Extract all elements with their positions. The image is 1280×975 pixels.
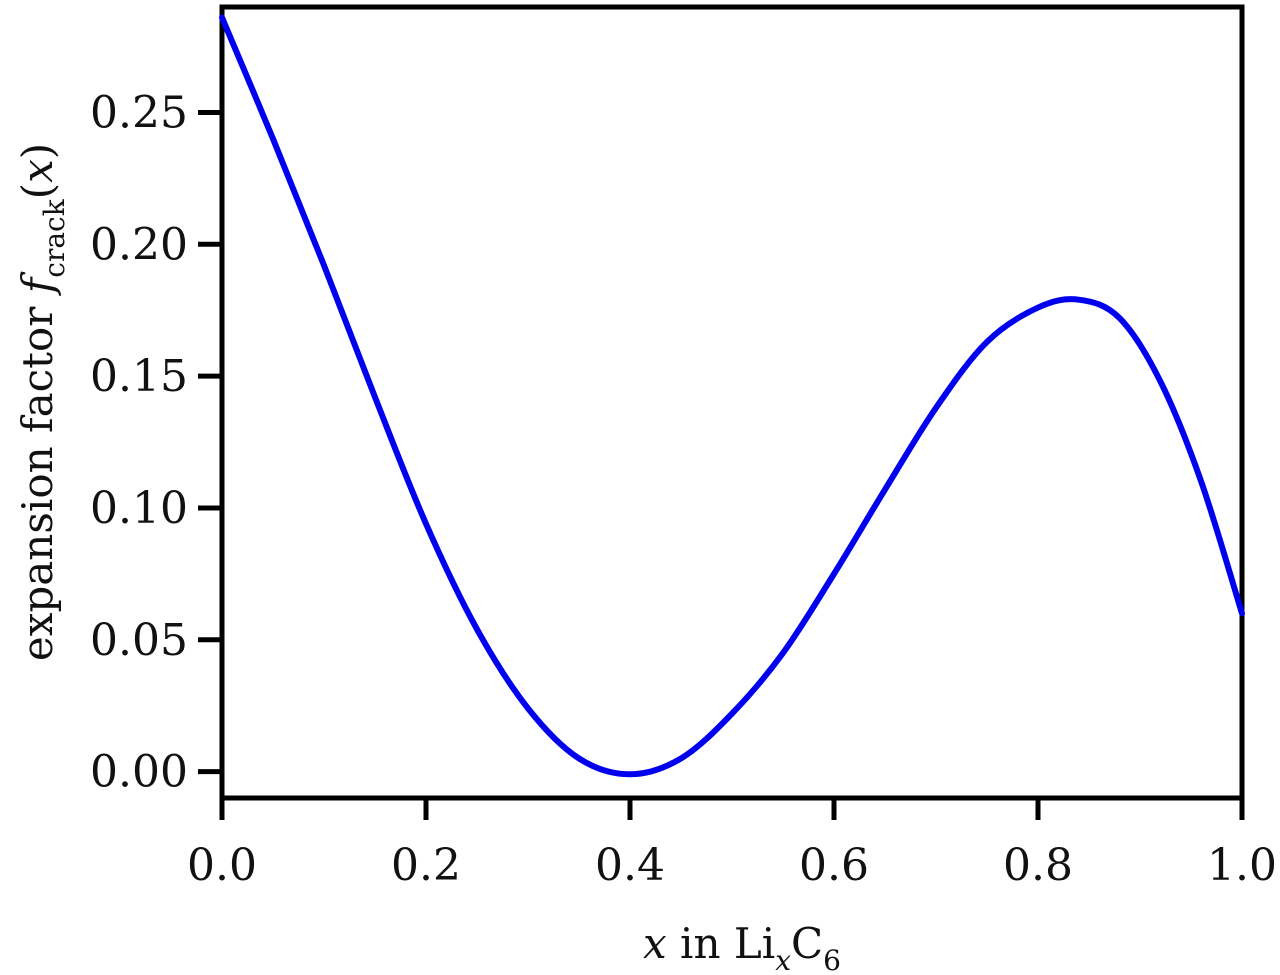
y-axis-ticks: 0.00 0.05 0.10 0.15 0.20 0.25 bbox=[90, 87, 222, 798]
y-axis-label: expansion factor fcrack(x) bbox=[13, 143, 71, 661]
y-tick-label: 0.10 bbox=[90, 483, 188, 534]
x-axis-ticks: 0.0 0.2 0.4 0.6 0.8 1.0 bbox=[187, 798, 1277, 891]
x-tick-label: 0.2 bbox=[391, 840, 461, 891]
x-tick-label: 0.8 bbox=[1003, 840, 1073, 891]
series-line bbox=[219, 14, 1245, 778]
y-tick-label: 0.00 bbox=[90, 747, 188, 798]
y-tick-label: 0.25 bbox=[90, 87, 188, 138]
plot-frame bbox=[219, 4, 1245, 801]
y-tick-label: 0.05 bbox=[90, 615, 188, 666]
y-tick-label: 0.15 bbox=[90, 351, 188, 402]
x-axis-label: x in LixC6 bbox=[643, 919, 841, 975]
x-tick-label: 1.0 bbox=[1207, 840, 1277, 891]
y-tick-label: 0.20 bbox=[90, 219, 188, 270]
x-tick-label: 0.4 bbox=[595, 840, 665, 891]
x-tick-label: 0.0 bbox=[187, 840, 257, 891]
x-tick-label: 0.6 bbox=[799, 840, 869, 891]
